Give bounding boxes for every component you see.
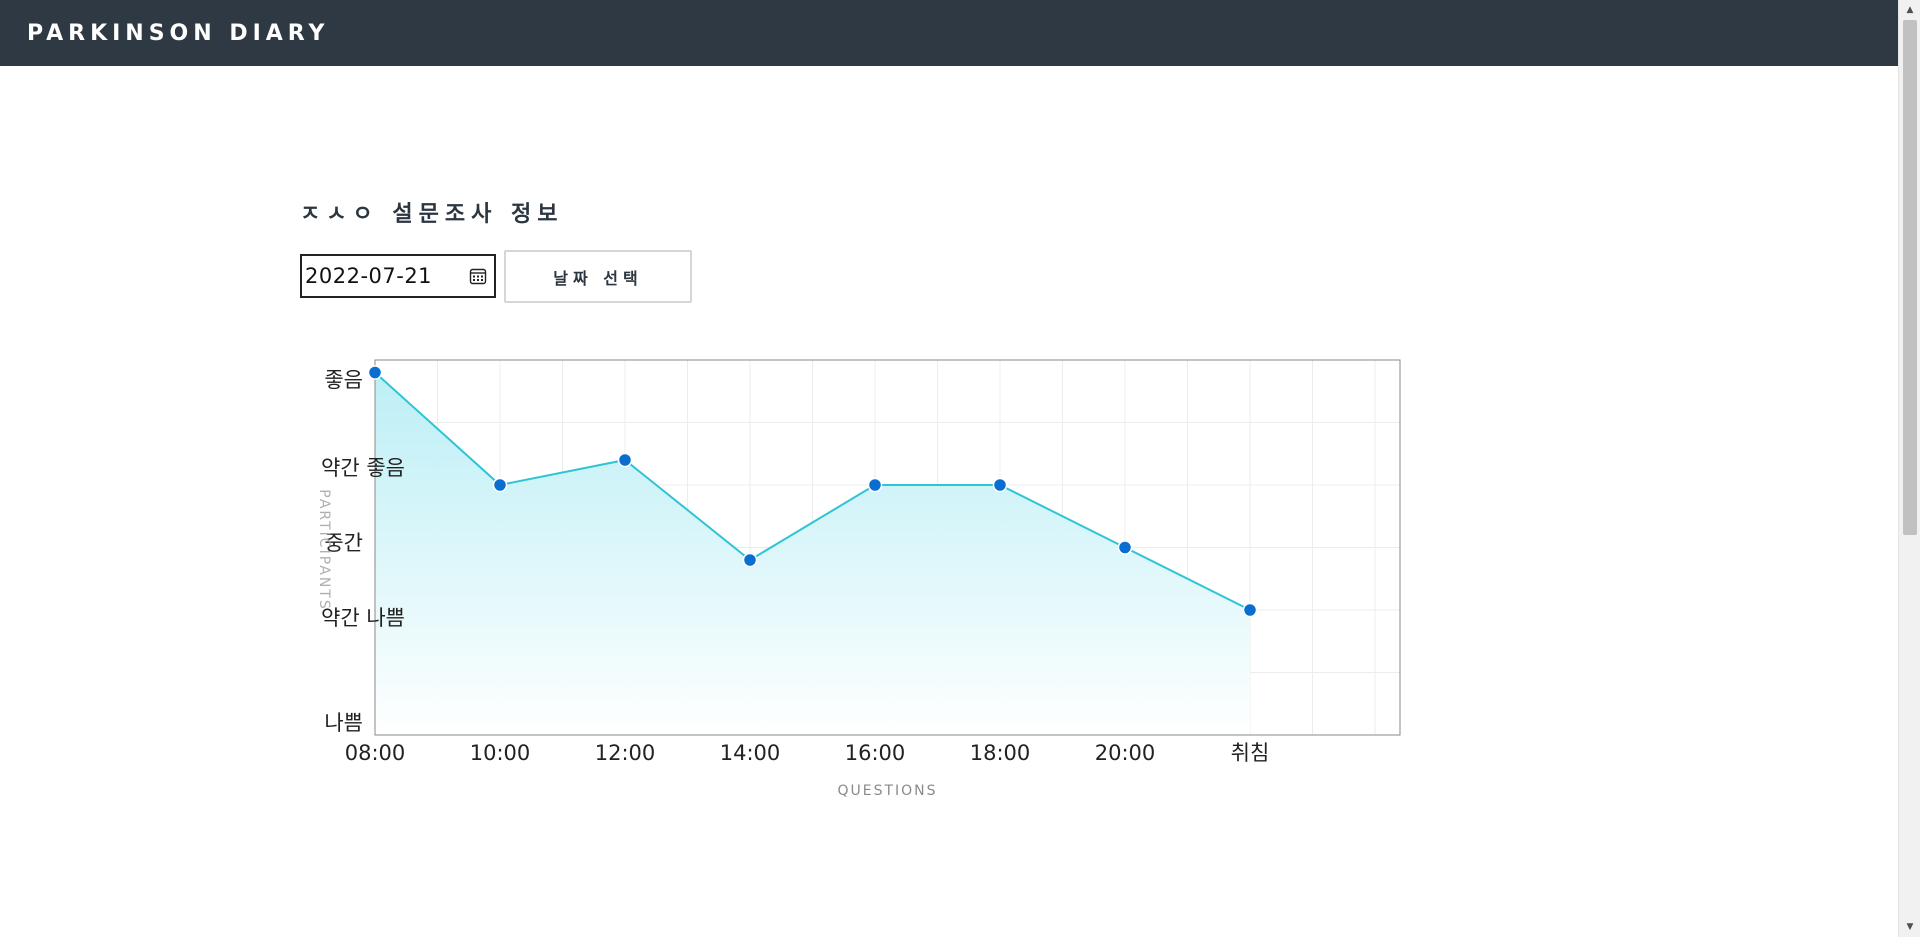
x-tick-label: 16:00 <box>845 741 906 765</box>
data-point <box>742 552 758 568</box>
scrollbar-thumb[interactable] <box>1903 20 1917 535</box>
y-tick-label: 약간 좋음 <box>321 456 405 480</box>
series-line <box>374 371 1251 611</box>
plot-border <box>374 359 1401 736</box>
data-point <box>617 452 633 468</box>
y-tick-label: 중간 <box>324 531 363 555</box>
date-field[interactable] <box>300 254 496 298</box>
x-tick-label: 14:00 <box>720 741 781 765</box>
page-scrollbar[interactable]: ▲ ▼ <box>1898 0 1920 937</box>
data-point <box>1242 602 1258 618</box>
y-tick-label: 좋음 <box>324 368 363 392</box>
mood-chart-svg: 08:00 10:00 12:00 14:00 16:00 18:00 20:00 취침 좋음약… <box>316 359 1401 799</box>
date-input[interactable] <box>305 264 455 288</box>
brand-title[interactable]: PARKINSON DIARY <box>27 20 330 46</box>
x-tick-label: 20:00 <box>1095 741 1156 765</box>
y-tick-label: 나쁨 <box>324 711 363 735</box>
y-axis-label: PARTICIPANTS <box>316 489 332 610</box>
x-axis-label: QUESTIONS <box>837 783 937 799</box>
data-point <box>992 477 1008 493</box>
calendar-icon[interactable] <box>468 266 488 286</box>
x-tick-label: 취침 <box>1231 741 1270 765</box>
x-tick-label: 18:00 <box>970 741 1031 765</box>
x-tick-label: 08:00 <box>345 741 406 765</box>
data-point <box>367 365 383 380</box>
arrow-down-icon[interactable]: ▼ <box>1906 922 1914 932</box>
data-point <box>492 477 508 493</box>
data-point <box>867 477 883 493</box>
survey-title: ㅈㅅㅇ 설문조사 정보 <box>300 202 564 227</box>
data-point <box>1117 540 1133 555</box>
pick-date-button[interactable]: 날짜 선택 <box>504 250 692 303</box>
arrow-up-icon[interactable]: ▲ <box>1906 5 1914 15</box>
x-tick-label: 12:00 <box>595 741 656 765</box>
series-area <box>375 372 1250 735</box>
top-navbar: PARKINSON DIARY <box>0 0 1898 66</box>
y-tick-label: 약간 나쁨 <box>321 606 405 630</box>
x-tick-label: 10:00 <box>470 741 531 765</box>
